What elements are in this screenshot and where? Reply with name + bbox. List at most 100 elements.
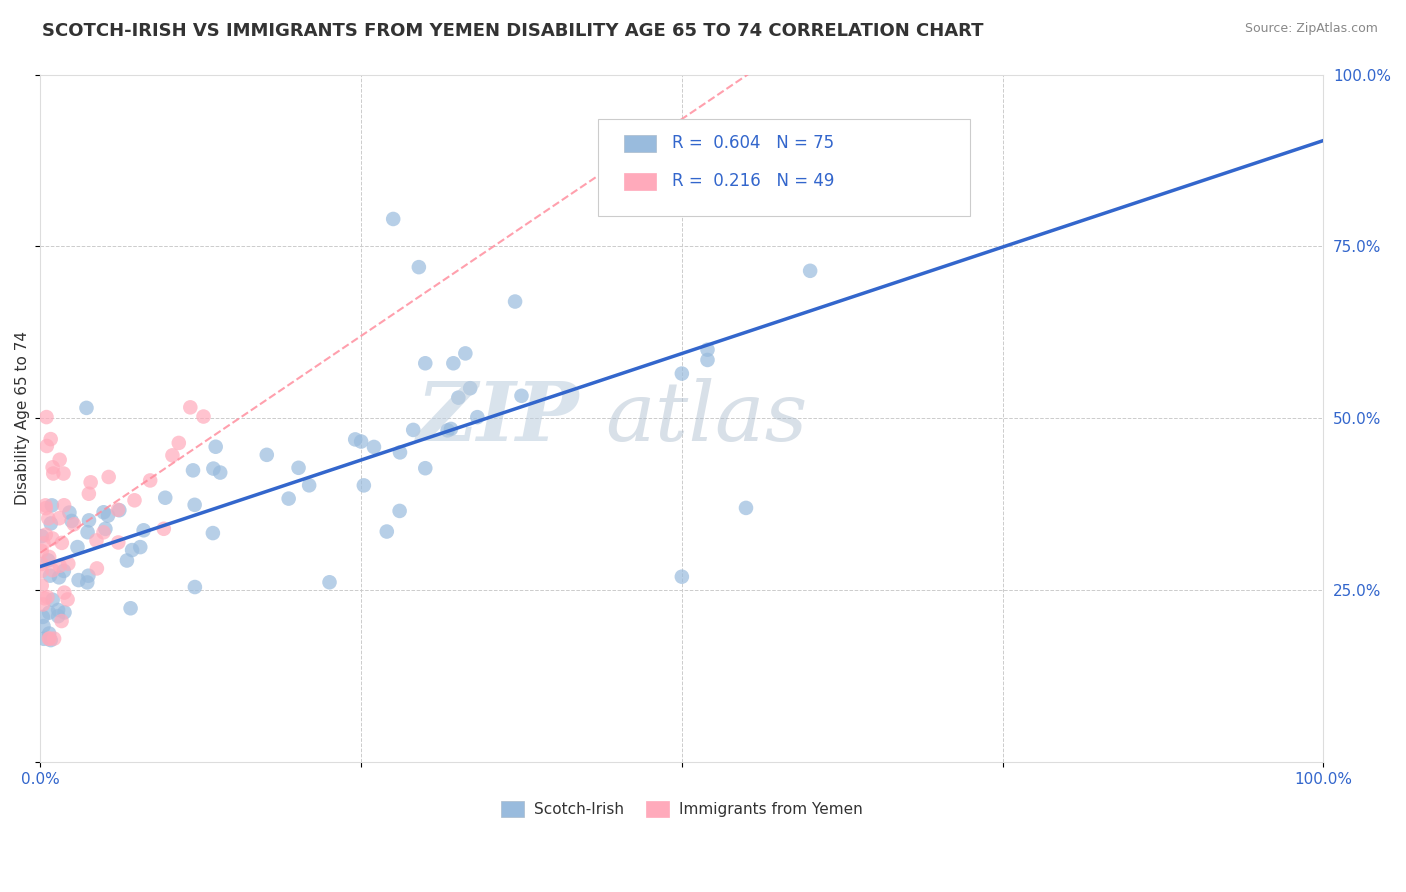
Point: [344, 433, 367, 447]
Point: [108, 503, 131, 517]
Point: [277, 491, 299, 506]
Point: [671, 367, 693, 381]
Point: [42, 632, 65, 646]
Point: [121, 543, 143, 558]
Point: [408, 260, 430, 274]
Point: [38, 606, 60, 620]
Point: [97, 470, 120, 484]
Point: [447, 391, 470, 405]
Point: [38, 626, 60, 640]
Point: [436, 423, 458, 437]
Point: [38, 549, 60, 564]
Point: [31, 544, 53, 558]
Point: [152, 522, 174, 536]
Point: [413, 356, 436, 370]
Point: [458, 381, 481, 395]
Point: [181, 463, 204, 477]
Point: [48, 452, 70, 467]
Text: R =  0.604   N = 75: R = 0.604 N = 75: [672, 135, 834, 153]
Point: [382, 211, 405, 226]
Point: [696, 343, 718, 357]
Point: [97, 508, 120, 523]
Text: SCOTCH-IRISH VS IMMIGRANTS FROM YEMEN DISABILITY AGE 65 TO 74 CORRELATION CHART: SCOTCH-IRISH VS IMMIGRANTS FROM YEMEN DI…: [42, 22, 984, 40]
Point: [31, 564, 53, 578]
Point: [115, 553, 138, 567]
Point: [696, 353, 718, 368]
Point: [41, 532, 63, 546]
Point: [179, 401, 201, 415]
Point: [38, 632, 60, 646]
Point: [77, 487, 100, 501]
Point: [454, 346, 477, 360]
Point: [799, 264, 821, 278]
Point: [93, 525, 115, 540]
Point: [402, 423, 425, 437]
Point: [41, 499, 63, 513]
Point: [51, 614, 73, 628]
FancyBboxPatch shape: [624, 135, 657, 152]
Point: [183, 498, 205, 512]
Point: [38, 632, 60, 646]
Point: [37, 553, 59, 567]
Point: [193, 409, 215, 424]
Point: [41, 563, 63, 577]
Point: [39, 633, 62, 648]
Point: [32, 619, 55, 633]
Point: [77, 568, 100, 582]
Point: [32, 598, 55, 612]
Point: [129, 540, 152, 554]
Point: [413, 461, 436, 475]
Point: [34, 499, 56, 513]
Point: [256, 448, 278, 462]
Point: [46, 603, 69, 617]
Point: [48, 558, 70, 573]
Point: [32, 536, 55, 550]
Point: [318, 575, 340, 590]
Point: [53, 498, 76, 512]
Point: [287, 460, 309, 475]
Point: [53, 585, 76, 599]
Point: [155, 491, 177, 505]
Point: [31, 578, 53, 592]
Text: Source: ZipAtlas.com: Source: ZipAtlas.com: [1244, 22, 1378, 36]
Point: [48, 511, 70, 525]
Point: [465, 410, 488, 425]
Point: [93, 505, 115, 519]
Point: [79, 475, 101, 490]
Point: [107, 502, 129, 516]
Point: [94, 522, 117, 536]
Point: [202, 461, 225, 475]
Point: [52, 467, 75, 481]
Point: [52, 564, 75, 578]
Legend: Scotch-Irish, Immigrants from Yemen: Scotch-Irish, Immigrants from Yemen: [495, 796, 869, 823]
Point: [735, 500, 758, 515]
Point: [39, 516, 62, 531]
Point: [34, 591, 56, 606]
Point: [37, 511, 59, 525]
Point: [35, 527, 58, 541]
Point: [31, 557, 53, 571]
Point: [76, 401, 98, 415]
Y-axis label: Disability Age 65 to 74: Disability Age 65 to 74: [15, 332, 30, 506]
Point: [167, 436, 190, 450]
Point: [56, 592, 79, 607]
Point: [76, 575, 98, 590]
Point: [510, 389, 533, 403]
Point: [60, 514, 83, 528]
Point: [46, 609, 69, 624]
Point: [204, 440, 226, 454]
Point: [388, 504, 411, 518]
Point: [76, 525, 98, 540]
FancyBboxPatch shape: [624, 172, 657, 190]
Point: [124, 493, 146, 508]
Point: [66, 540, 89, 554]
Point: [42, 467, 65, 481]
Point: [209, 466, 232, 480]
Point: [58, 557, 80, 571]
Point: [35, 439, 58, 453]
Point: [67, 573, 90, 587]
Point: [48, 570, 70, 584]
Point: [86, 533, 108, 548]
Text: ZIP: ZIP: [416, 378, 579, 458]
Point: [139, 474, 162, 488]
